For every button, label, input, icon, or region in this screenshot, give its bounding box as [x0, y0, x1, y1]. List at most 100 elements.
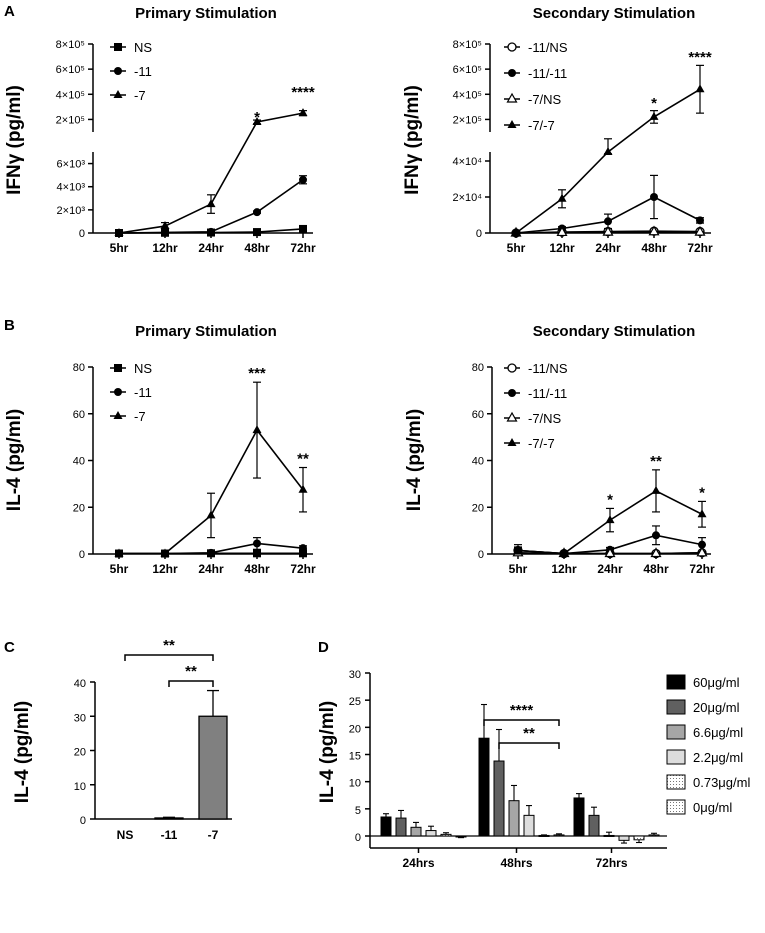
data-point	[652, 531, 660, 540]
data-point	[697, 509, 707, 518]
data-point	[253, 549, 261, 558]
bar	[588, 814, 600, 837]
legend-swatch	[666, 724, 686, 740]
data-point	[298, 108, 308, 117]
chart-b-secondary: Secondary Stimulation IL-4 (pg/ml) 0 20 40 60…	[404, 323, 715, 576]
data-point	[694, 225, 706, 236]
data-point	[650, 193, 658, 201]
y-tick-label: 10	[349, 778, 361, 790]
bar	[523, 814, 535, 837]
bar	[553, 834, 565, 837]
legend-marker	[506, 411, 518, 422]
x-tick-label: 5hr	[509, 562, 528, 576]
chart-d: IL-4 (pg/ml) 0 5 10 15 20 25 30 24hrs 48hrs 72hrs 6…	[317, 669, 750, 870]
bar	[493, 760, 505, 837]
significance-star: ***	[248, 365, 266, 382]
bar	[440, 833, 452, 837]
significance-star: *	[651, 95, 657, 112]
data-point	[206, 510, 216, 519]
bar	[633, 835, 645, 841]
y-tick-label: 20	[74, 747, 86, 759]
y-axis-label: IL-4 (pg/ml)	[12, 701, 33, 803]
data-point	[253, 539, 261, 548]
legend-marker	[114, 67, 122, 75]
y-tick-label: 0	[478, 549, 484, 561]
y-tick-label: 40	[74, 678, 86, 690]
data-point	[253, 228, 261, 237]
chart-title: Primary Stimulation	[135, 5, 277, 22]
legend-label: -7/NS	[528, 92, 562, 107]
data-point	[206, 199, 216, 208]
y-tick-label: 20	[73, 502, 85, 514]
y-tick-label: 20	[349, 723, 361, 735]
series-3	[513, 469, 707, 557]
y-tick-label: 4×10³	[57, 182, 86, 194]
bar	[603, 834, 615, 837]
data-point	[160, 548, 170, 557]
significance-bracket	[168, 680, 214, 687]
legend-label: 0.73μg/ml	[693, 775, 750, 790]
legend-swatch	[666, 674, 686, 690]
legend-swatch	[666, 774, 686, 790]
legend-marker	[114, 43, 122, 51]
significance-star: ****	[688, 49, 712, 66]
series-1	[115, 175, 307, 237]
y-tick-label: 60	[73, 409, 85, 421]
y-axis-label: IL-4 (pg/ml)	[4, 409, 25, 511]
y-axis-label: IFNγ (pg/ml)	[4, 85, 25, 195]
legend-label: 6.6μg/ml	[693, 725, 743, 740]
legend-marker	[508, 69, 516, 77]
x-tick-label: 72hr	[290, 562, 316, 576]
legend-label: -7/NS	[528, 411, 562, 426]
significance-star: ****	[291, 84, 315, 101]
x-tick-label: 72hrs	[595, 856, 627, 870]
bar	[618, 835, 630, 841]
y-axis-label: IL-4 (pg/ml)	[317, 701, 338, 803]
data-point	[299, 224, 307, 233]
legend-label: -11	[134, 64, 152, 79]
significance-star: **	[650, 453, 662, 470]
data-point	[648, 225, 660, 236]
significance-bracket	[498, 742, 560, 749]
data-point	[161, 228, 169, 237]
legend-label: -11/-11	[528, 386, 567, 401]
chart-b-primary: Primary Stimulation IL-4 (pg/ml) 0 20 40 60 80…	[4, 323, 316, 576]
significance-bracket	[483, 719, 560, 726]
x-tick-label: -11	[161, 828, 178, 842]
legend-swatch	[666, 699, 686, 715]
significance-star: *	[254, 109, 260, 126]
y-tick-label: 80	[472, 362, 484, 374]
legend-swatch	[666, 749, 686, 765]
data-point	[114, 548, 124, 557]
y-tick-label: 40	[472, 456, 484, 468]
panel-label-b: B	[4, 317, 15, 334]
bar	[380, 816, 392, 837]
chart-title: Primary Stimulation	[135, 323, 277, 340]
x-tick-label: 72hr	[290, 241, 316, 255]
y-tick-label: 6×10⁵	[453, 64, 482, 76]
y-tick-label: 2×10⁴	[452, 192, 482, 204]
y-tick-label: 30	[349, 669, 361, 681]
legend-label: -7	[134, 88, 146, 103]
y-tick-label: 10	[74, 781, 86, 793]
y-tick-label: 0	[80, 815, 86, 827]
bar	[154, 817, 184, 820]
bar	[198, 715, 228, 820]
bar	[648, 834, 660, 837]
legend-swatch	[666, 799, 686, 815]
legend-label: NS	[134, 40, 152, 55]
chart-title: Secondary Stimulation	[533, 323, 696, 340]
series-line	[118, 112, 304, 234]
y-tick-label: 4×10⁵	[56, 89, 85, 101]
x-tick-label: 5hr	[110, 562, 129, 576]
data-point	[698, 540, 706, 549]
legend-label: 20μg/ml	[693, 700, 740, 715]
significance-star: **	[297, 451, 309, 468]
data-point	[513, 545, 523, 554]
y-tick-label: 6×10³	[57, 159, 86, 171]
legend-label: -11	[134, 385, 152, 400]
bar	[538, 834, 550, 837]
legend-label: -11/NS	[528, 40, 568, 55]
bar	[573, 797, 585, 837]
